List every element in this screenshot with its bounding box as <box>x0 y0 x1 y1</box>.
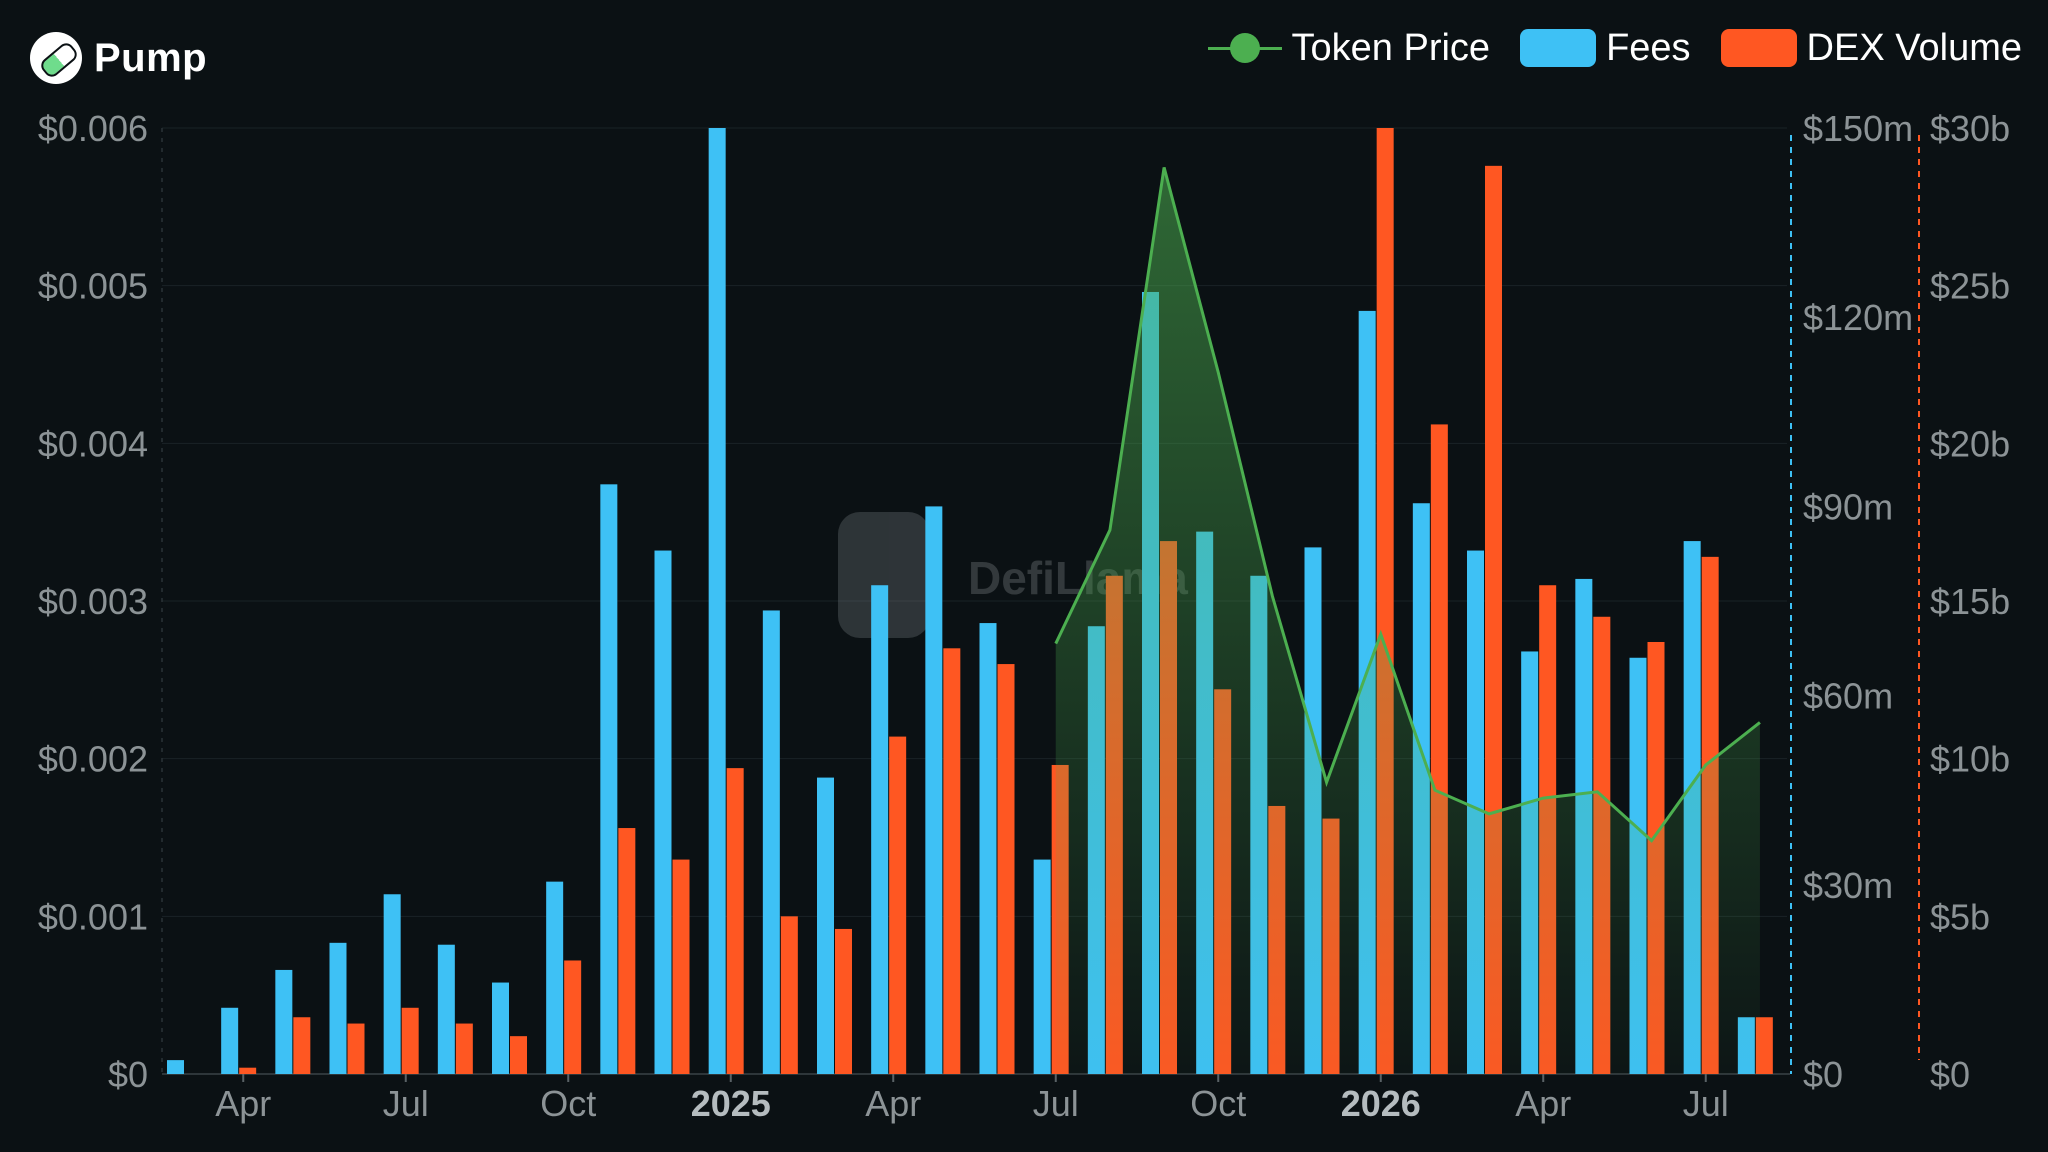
fees-bar <box>871 585 889 1074</box>
fees-bar <box>221 1007 239 1074</box>
y-tick-label-price: $0.006 <box>38 108 148 149</box>
volume-bar <box>780 916 798 1074</box>
fees-bar <box>708 128 726 1074</box>
line-swatch-icon <box>1207 28 1282 68</box>
price-area <box>1055 167 1760 1074</box>
y-tick-label-price: $0.004 <box>38 423 148 464</box>
fees-bar <box>167 1060 184 1074</box>
x-tick-label: Jul <box>383 1083 429 1124</box>
volume-bar <box>239 1067 257 1074</box>
y-tick-label-volume: $0 <box>1930 1054 1970 1095</box>
volume-bar <box>618 828 636 1074</box>
x-tick-label: Apr <box>865 1083 921 1124</box>
volume-bar <box>835 928 852 1074</box>
volume-bar <box>347 1023 365 1074</box>
y-tick-label-volume: $30b <box>1930 108 2010 149</box>
volume-bar <box>997 664 1015 1074</box>
x-tick-label: Jul <box>1683 1083 1729 1124</box>
price-line <box>1054 167 1761 843</box>
volume-bar <box>401 1007 419 1074</box>
y-tick-label-price: $0.002 <box>38 739 148 780</box>
legend-item-fees[interactable]: Fees <box>1520 26 1691 70</box>
volume-bar <box>889 736 907 1074</box>
volume-bar <box>726 768 744 1074</box>
fees-bar <box>383 894 401 1074</box>
y-tick-label-volume: $20b <box>1930 423 2010 464</box>
volume-bar <box>455 1023 473 1074</box>
y-tick-label-volume: $5b <box>1930 896 1990 937</box>
x-tick-label: Apr <box>1515 1083 1571 1124</box>
legend-item-dex-volume[interactable]: DEX Volume <box>1720 26 2022 70</box>
x-tick-label: Oct <box>540 1083 596 1124</box>
y-tick-label-volume: $15b <box>1930 581 2010 622</box>
volume-bar <box>293 1017 311 1074</box>
fees-bar <box>925 506 943 1074</box>
y-tick-label-price: $0.005 <box>38 266 148 307</box>
y-tick-label-fees: $150m <box>1803 108 1913 149</box>
volume-bar <box>943 648 961 1074</box>
y-tick-label-fees: $60m <box>1803 676 1893 717</box>
y-tick-label-fees: $120m <box>1803 297 1913 338</box>
fees-bar <box>1033 859 1051 1074</box>
volume-bar <box>1755 1017 1773 1074</box>
legend: Token Price Fees DEX Volume <box>1207 22 2022 74</box>
volume-bar <box>672 859 690 1074</box>
legend-label: Fees <box>1606 26 1691 69</box>
legend-label: Token Price <box>1291 26 1491 69</box>
x-tick-label: Oct <box>1190 1083 1246 1124</box>
y-tick-label-price: $0.003 <box>38 581 148 622</box>
fees-bar <box>437 944 455 1074</box>
volume-bar <box>510 1036 527 1074</box>
y-tick-label-fees: $90m <box>1803 486 1893 527</box>
fees-bar <box>600 484 618 1074</box>
fees-bar <box>654 550 672 1074</box>
y-tick-label-volume: $10b <box>1930 739 2010 780</box>
y-tick-label-fees: $30m <box>1803 865 1893 906</box>
y-tick-label-price: $0 <box>108 1054 148 1095</box>
fees-bar <box>329 942 347 1074</box>
fees-bar <box>492 982 509 1074</box>
y-tick-label-fees: $0 <box>1803 1054 1843 1095</box>
y-tick-label-price: $0.001 <box>38 896 148 937</box>
pill-icon <box>30 32 82 84</box>
box-swatch-icon <box>1520 29 1597 67</box>
fees-bar <box>275 969 293 1074</box>
fees-bar <box>817 777 834 1074</box>
page-title: Pump <box>94 35 208 80</box>
fees-bar <box>979 623 997 1074</box>
llama-icon <box>838 512 930 638</box>
x-tick-label: Jul <box>1033 1083 1079 1124</box>
x-tick-label: 2026 <box>1341 1083 1421 1124</box>
legend-label: DEX Volume <box>1806 26 2022 69</box>
legend-item-token-price[interactable]: Token Price <box>1207 26 1491 70</box>
x-tick-label: 2025 <box>691 1083 771 1124</box>
volume-bar <box>564 960 582 1074</box>
fees-bar <box>762 610 780 1074</box>
header: Pump <box>30 30 207 86</box>
x-tick-label: Apr <box>215 1083 271 1124</box>
box-swatch-icon <box>1720 29 1797 67</box>
y-tick-label-volume: $25b <box>1930 266 2010 307</box>
fees-bar <box>546 881 564 1074</box>
